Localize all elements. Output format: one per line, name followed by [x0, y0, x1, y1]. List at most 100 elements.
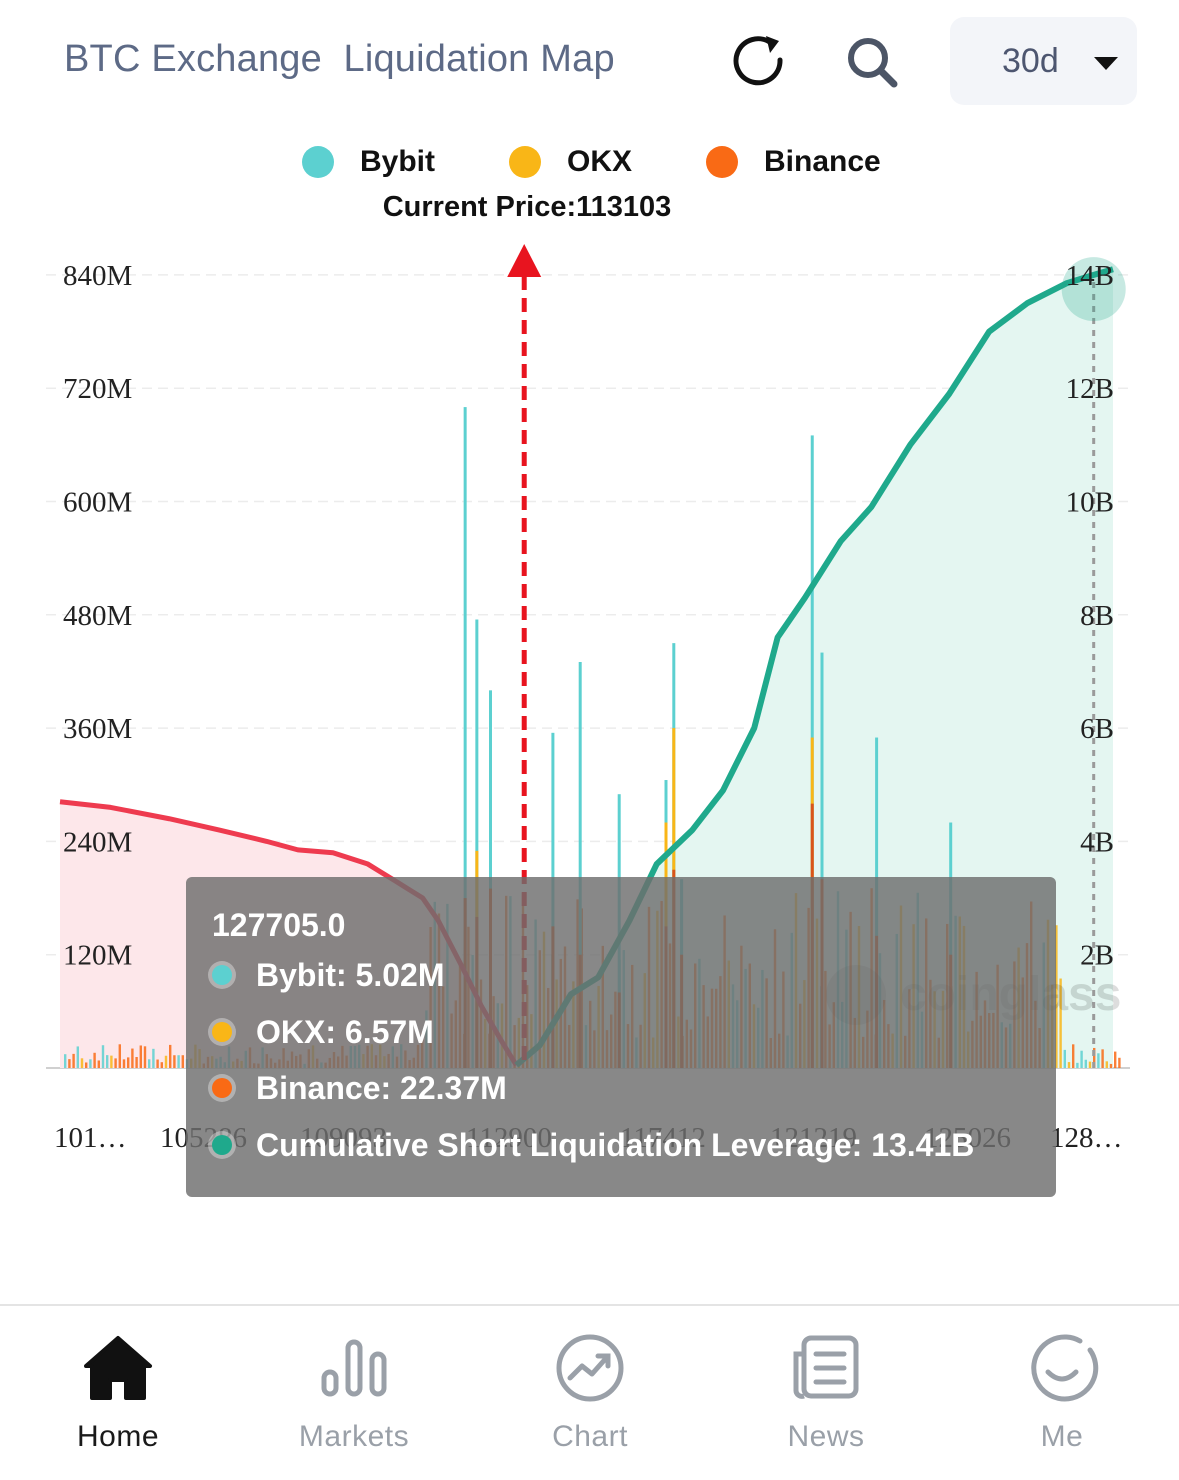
- liquidation-bar: [1076, 1062, 1079, 1068]
- legend-item-binance[interactable]: Binance: [706, 140, 881, 184]
- right-axis-tick: 14B: [1066, 260, 1114, 292]
- liquidation-bar: [173, 1055, 176, 1068]
- right-axis-tick: 10B: [1066, 487, 1114, 519]
- header: BTC Exchange Liquidation Map 30d: [0, 0, 1179, 125]
- liquidation-bar: [152, 1048, 155, 1068]
- left-axis-tick: 600M: [63, 487, 132, 519]
- chart-legend: Bybit OKX Binance: [0, 140, 1179, 184]
- tab-chart[interactable]: Chart: [472, 1306, 708, 1480]
- liquidation-bar: [1080, 1050, 1083, 1068]
- bottom-tab-bar: Home Markets Chart News Me: [0, 1304, 1179, 1480]
- legend-item-bybit[interactable]: Bybit: [302, 140, 435, 184]
- liquidation-bar: [131, 1048, 134, 1068]
- caret-down-icon: [1094, 57, 1118, 70]
- tooltip-row-cumulative-short: Cumulative Short Liquidation Leverage: 1…: [212, 1125, 974, 1165]
- chart-tooltip: 127705.0 Bybit: 5.02M OKX: 6.57M Binance…: [186, 877, 1056, 1197]
- left-axis-tick: 120M: [63, 940, 132, 972]
- home-icon: [84, 1336, 152, 1400]
- liquidation-bar: [1067, 1062, 1071, 1068]
- liquidation-bar: [1097, 1053, 1100, 1068]
- refresh-icon[interactable]: [728, 30, 792, 94]
- liquidation-bar: [177, 1055, 180, 1068]
- liquidation-bar: [1088, 1061, 1092, 1068]
- bybit-spike-bar: [578, 662, 582, 1068]
- tab-news[interactable]: News: [708, 1306, 944, 1480]
- bybit-spike-bar: [463, 407, 467, 1068]
- liquidation-bar: [181, 1055, 184, 1068]
- x-axis-tick: 128…: [1050, 1122, 1123, 1154]
- legend-item-okx[interactable]: OKX: [509, 140, 632, 184]
- tooltip-value-okx: OKX: 6.57M: [256, 1013, 434, 1050]
- tooltip-dot-binance: [212, 1078, 232, 1098]
- liquidation-bar: [1118, 1057, 1121, 1068]
- tooltip-value-cumulative-short: Cumulative Short Liquidation Leverage: 1…: [256, 1126, 975, 1163]
- tooltip-value-bybit: Bybit: 5.02M: [256, 956, 445, 993]
- tooltip-dot-cumulative-short: [212, 1135, 232, 1155]
- liquidation-bar: [1105, 1061, 1108, 1068]
- tooltip-dot-okx: [212, 1022, 232, 1042]
- liquidation-bar: [143, 1046, 147, 1068]
- liquidation-bar: [93, 1052, 96, 1068]
- markets-icon: [321, 1339, 387, 1397]
- liquidation-bar: [139, 1045, 142, 1068]
- liquidation-bar: [76, 1046, 79, 1068]
- liquidation-bar: [106, 1055, 109, 1068]
- current-price-label: Current Price:113103: [382, 191, 672, 223]
- tab-markets[interactable]: Markets: [236, 1306, 472, 1480]
- tab-me[interactable]: Me: [944, 1306, 1179, 1480]
- news-icon: [793, 1335, 859, 1399]
- liquidation-bar: [97, 1060, 100, 1068]
- legend-label-bybit: Bybit: [360, 145, 435, 178]
- liquidation-bar: [80, 1058, 84, 1068]
- me-icon: [1031, 1334, 1099, 1402]
- liquidation-bar: [169, 1044, 172, 1068]
- liquidation-bar: [89, 1059, 92, 1068]
- tab-chart-label: Chart: [552, 1420, 628, 1453]
- liquidation-bar: [1063, 1049, 1066, 1068]
- legend-label-binance: Binance: [764, 145, 881, 178]
- tab-home-label: Home: [76, 1420, 160, 1453]
- liquidation-bar: [68, 1059, 71, 1068]
- liquidation-bar: [114, 1058, 117, 1068]
- liquidation-bar: [85, 1062, 88, 1068]
- liquidation-bar: [156, 1059, 159, 1068]
- liquidation-bar: [122, 1059, 126, 1068]
- liquidation-bar: [1072, 1044, 1075, 1068]
- right-axis-tick: 12B: [1066, 373, 1114, 405]
- left-axis-tick: 840M: [63, 260, 132, 292]
- legend-label-okx: OKX: [567, 145, 633, 178]
- tab-news-label: News: [787, 1420, 865, 1453]
- left-axis-tick: 720M: [63, 373, 132, 405]
- legend-dot-okx: [509, 146, 541, 178]
- tooltip-value-binance: Binance: 22.37M: [256, 1069, 507, 1106]
- bybit-spike-bar: [475, 619, 479, 1068]
- tooltip-row-binance: Binance: 22.37M: [212, 1068, 507, 1108]
- liquidation-bar: [164, 1055, 168, 1068]
- tooltip-price: 127705.0: [212, 907, 346, 943]
- x-axis-tick: 101…: [54, 1122, 127, 1154]
- liquidation-bar: [1084, 1059, 1087, 1068]
- time-range-select[interactable]: 30d: [950, 17, 1137, 105]
- liquidation-bar: [135, 1056, 138, 1068]
- liquidation-bar: [1114, 1051, 1117, 1068]
- liquidation-bar: [148, 1059, 151, 1068]
- liquidation-bar: [1101, 1049, 1104, 1068]
- chart-icon: [556, 1334, 624, 1402]
- tab-home[interactable]: Home: [0, 1306, 236, 1480]
- left-axis-tick: 360M: [63, 713, 132, 745]
- search-icon[interactable]: [840, 30, 904, 94]
- liquidation-bar: [1109, 1063, 1113, 1068]
- legend-dot-bybit: [302, 146, 334, 178]
- current-price-arrow: [507, 244, 542, 277]
- page-title: BTC Exchange Liquidation Map: [64, 38, 615, 80]
- bybit-spike-bar: [820, 652, 824, 1068]
- liquidation-bar: [1055, 925, 1058, 1068]
- right-axis-tick: 4B: [1080, 826, 1114, 858]
- tab-me-label: Me: [1040, 1420, 1084, 1453]
- left-axis-tick: 480M: [63, 600, 132, 632]
- liquidation-bar: [101, 1045, 105, 1068]
- right-axis-tick: 8B: [1080, 600, 1114, 632]
- legend-dot-binance: [706, 146, 738, 178]
- tooltip-row-bybit: Bybit: 5.02M: [212, 955, 444, 995]
- tab-markets-label: Markets: [298, 1420, 410, 1453]
